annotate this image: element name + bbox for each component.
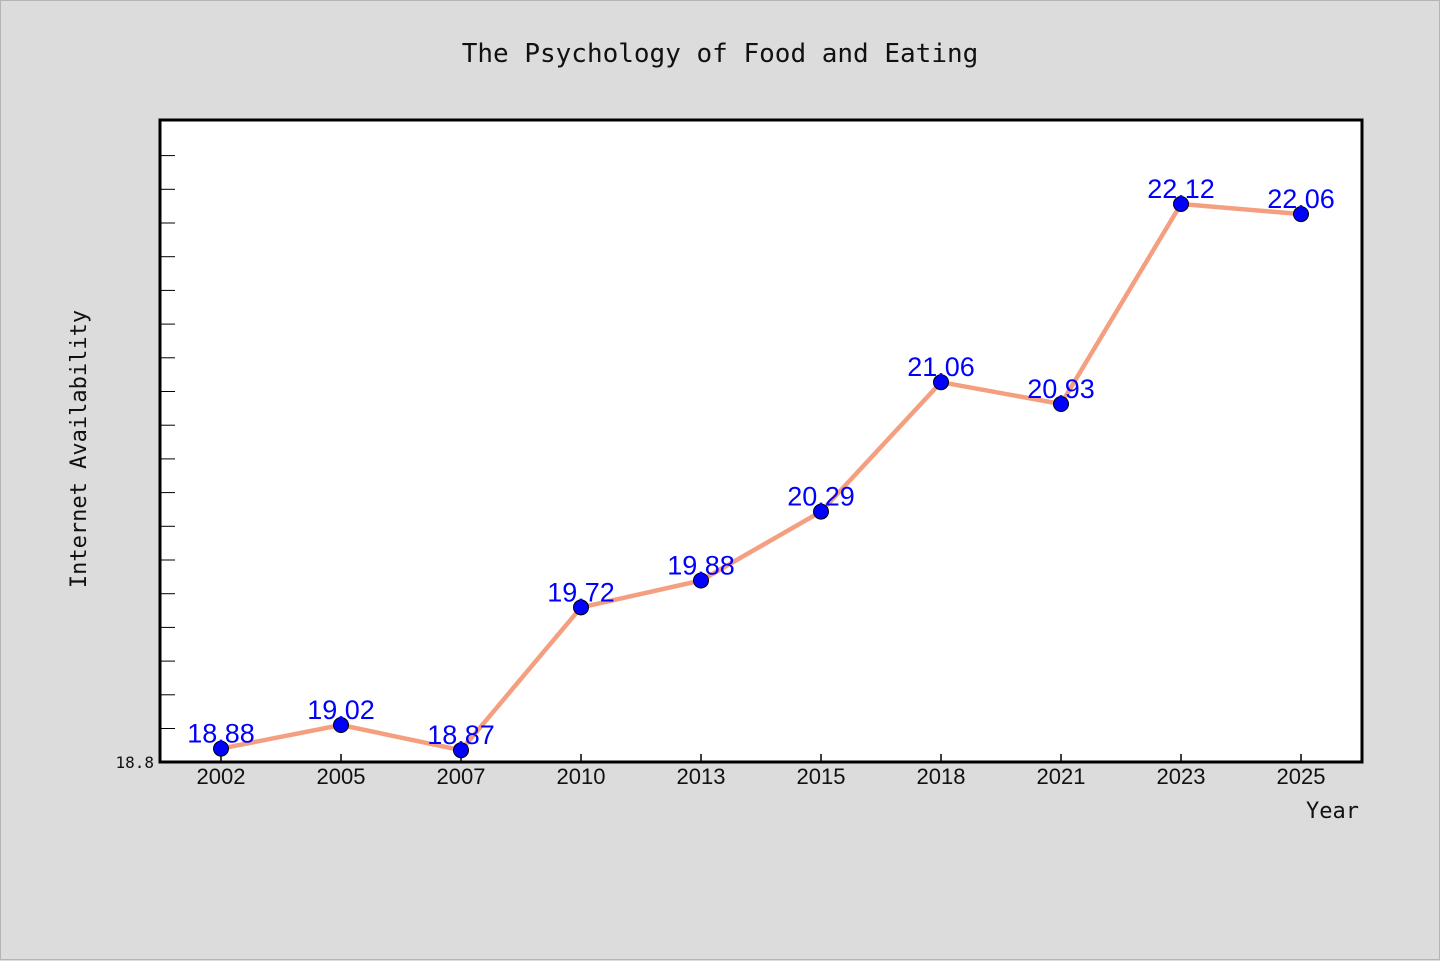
x-axis-ticks bbox=[220, 754, 1302, 762]
x-tick-label: 2018 bbox=[917, 764, 966, 789]
data-label: 21.06 bbox=[907, 352, 975, 382]
x-tick-label: 2023 bbox=[1157, 764, 1206, 789]
data-point bbox=[573, 599, 589, 616]
x-axis-label: Year bbox=[1306, 799, 1359, 824]
data-point bbox=[1173, 196, 1189, 212]
chart-title: The Psychology of Food and Eating bbox=[462, 39, 979, 69]
series-line bbox=[218, 201, 1304, 753]
data-label: 18.87 bbox=[427, 720, 495, 750]
data-label: 22.06 bbox=[1267, 184, 1335, 214]
data-label: 20.29 bbox=[787, 482, 855, 512]
data-label: 20.93 bbox=[1027, 374, 1095, 404]
data-point bbox=[1293, 206, 1309, 223]
x-tick-label: 2010 bbox=[557, 764, 606, 789]
data-point bbox=[333, 717, 349, 733]
data-point bbox=[213, 740, 229, 757]
x-tick-label: 2013 bbox=[677, 764, 726, 789]
x-tick-label: 2007 bbox=[437, 764, 486, 789]
data-label: 18.88 bbox=[187, 719, 255, 749]
y-axis-label: Internet Availability bbox=[67, 310, 92, 588]
data-point bbox=[693, 572, 709, 589]
data-label: 19.02 bbox=[307, 695, 375, 725]
data-label: 19.72 bbox=[547, 577, 615, 607]
series-markers bbox=[213, 196, 1309, 759]
x-axis-tick-labels: 2002 2005 2007 2010 2013 2015 2018 2021 2023 2025 bbox=[197, 764, 1326, 789]
data-point bbox=[1053, 396, 1069, 412]
data-point bbox=[453, 742, 469, 759]
data-point bbox=[933, 374, 949, 391]
x-tick-label: 2002 bbox=[197, 764, 246, 789]
x-tick-label: 2005 bbox=[317, 764, 366, 789]
y-tick-label: 18.8 bbox=[115, 753, 154, 772]
x-tick-label: 2025 bbox=[1277, 764, 1326, 789]
y-axis-ticks bbox=[160, 155, 175, 729]
data-label: 19.88 bbox=[667, 551, 735, 581]
data-label: 22.12 bbox=[1147, 174, 1215, 204]
x-tick-label: 2021 bbox=[1037, 764, 1086, 789]
data-labels: 18.88 19.02 18.87 19.72 19.88 20.29 21.06 20.93… bbox=[187, 174, 1335, 750]
plot-area bbox=[158, 118, 1364, 764]
data-point bbox=[813, 503, 829, 520]
x-tick-label: 2015 bbox=[797, 764, 846, 789]
